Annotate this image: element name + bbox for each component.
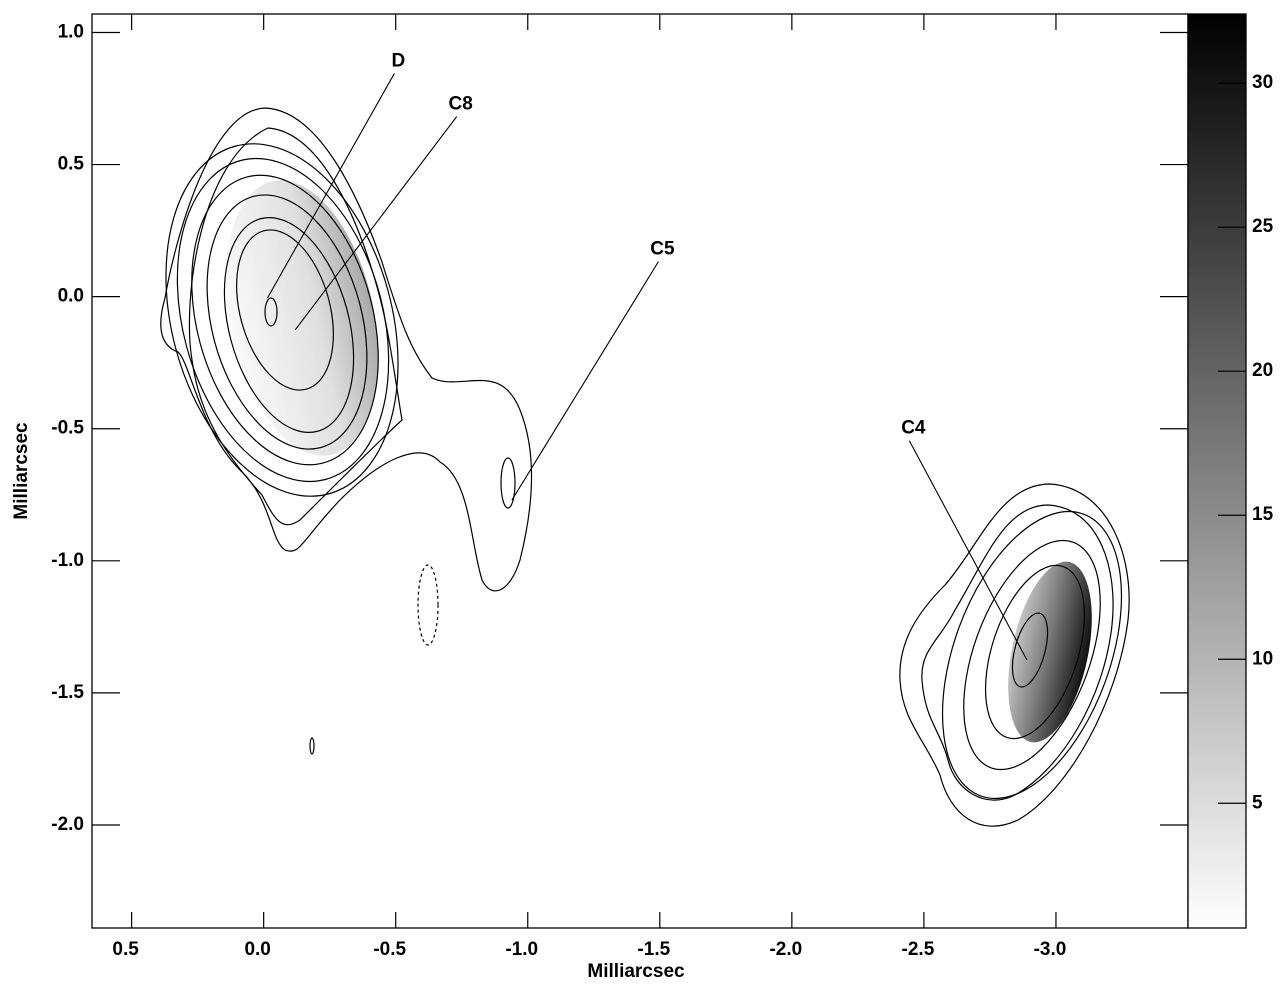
y-tick-label: 1.0 bbox=[58, 22, 84, 43]
y-tick-label: 0.0 bbox=[58, 286, 84, 307]
annotation-label: C5 bbox=[650, 239, 675, 260]
y-tick-label: 0.5 bbox=[58, 154, 85, 175]
colorbar bbox=[1188, 14, 1246, 928]
annotation-label: D bbox=[391, 51, 405, 72]
y-axis-label: Milliarcsec bbox=[11, 422, 32, 520]
x-tick-label: -2.0 bbox=[769, 939, 802, 960]
annotation-line bbox=[512, 262, 659, 500]
contour bbox=[310, 738, 314, 754]
x-tick-label: 0.0 bbox=[244, 939, 270, 960]
x-axis-label: Milliarcsec bbox=[587, 961, 685, 982]
x-tick-label: -3.0 bbox=[1034, 939, 1067, 960]
annotation-label: C8 bbox=[449, 94, 473, 115]
chart: Milliarcsec Milliarcsec 0.5 0.0 -0.5 -1.0 -1… bbox=[0, 0, 1280, 984]
colorbar-tick-label: 5 bbox=[1252, 792, 1263, 813]
y-tick-label: -0.5 bbox=[51, 418, 84, 439]
x-tick-label: 0.5 bbox=[112, 939, 139, 960]
x-tick-label: -1.0 bbox=[505, 939, 538, 960]
contour bbox=[501, 458, 515, 508]
colorbar-tick-label: 10 bbox=[1252, 648, 1273, 669]
y-tick-label: -1.5 bbox=[51, 682, 84, 703]
intensity-blob bbox=[994, 554, 1107, 750]
x-tick-label: -0.5 bbox=[373, 939, 406, 960]
x-tick-label: -1.5 bbox=[637, 939, 670, 960]
y-tick-label: -1.0 bbox=[51, 550, 84, 571]
x-tick-label: -2.5 bbox=[902, 939, 935, 960]
y-tick-label: -2.0 bbox=[51, 814, 84, 835]
annotation-label: C4 bbox=[901, 418, 926, 439]
colorbar-tick-label: 30 bbox=[1252, 72, 1273, 93]
annotation-line bbox=[909, 441, 1027, 660]
colorbar-tick-label: 15 bbox=[1252, 504, 1274, 525]
intensity-blob bbox=[202, 166, 401, 470]
colorbar-tick-label: 20 bbox=[1252, 360, 1273, 381]
contour bbox=[418, 565, 438, 645]
colorbar-tick-label: 25 bbox=[1252, 216, 1274, 237]
